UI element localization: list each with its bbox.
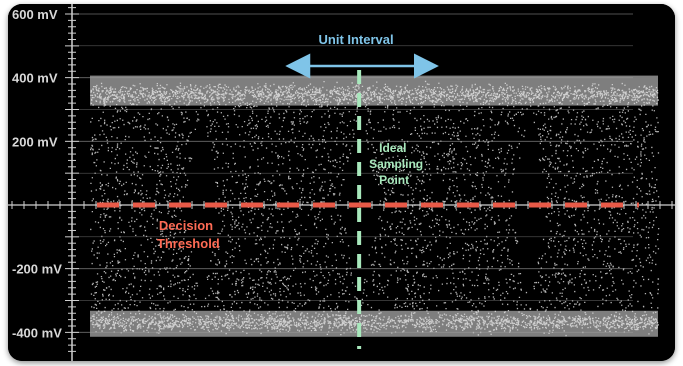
y-axis: 600 mV 400 mV 200 mV -200 mV -400 mV [8, 4, 675, 361]
unit-interval-label: Unit Interval [319, 32, 394, 47]
y-tick-label: -200 mV [12, 262, 62, 277]
sampling-point-label-line-1: Ideal [379, 141, 406, 155]
sampling-point-label-line-2: Sampling [369, 157, 423, 171]
decision-threshold-label-line-2: Threshold [157, 236, 220, 251]
y-tick-label: 200 mV [12, 134, 58, 149]
sampling-point-label-line-3: Point [379, 173, 409, 187]
oscilloscope-screen: 600 mV 400 mV 200 mV -200 mV -400 mV Unit In… [8, 4, 675, 361]
decision-threshold-label-line-1: Decision [159, 218, 213, 233]
y-tick-label: 400 mV [12, 71, 58, 86]
low-level-band [90, 310, 658, 337]
y-tick-label: 600 mV [12, 7, 58, 22]
high-level-band [90, 75, 658, 106]
y-tick-label: -400 mV [12, 325, 62, 340]
sampling-point-label: Ideal Sampling Point [369, 141, 426, 187]
decision-threshold-label: Decision Threshold [157, 218, 220, 251]
noise-dots [90, 80, 660, 337]
grid [72, 13, 633, 333]
eye-diagram-plot: 600 mV 400 mV 200 mV -200 mV -400 mV Unit In… [8, 4, 675, 361]
